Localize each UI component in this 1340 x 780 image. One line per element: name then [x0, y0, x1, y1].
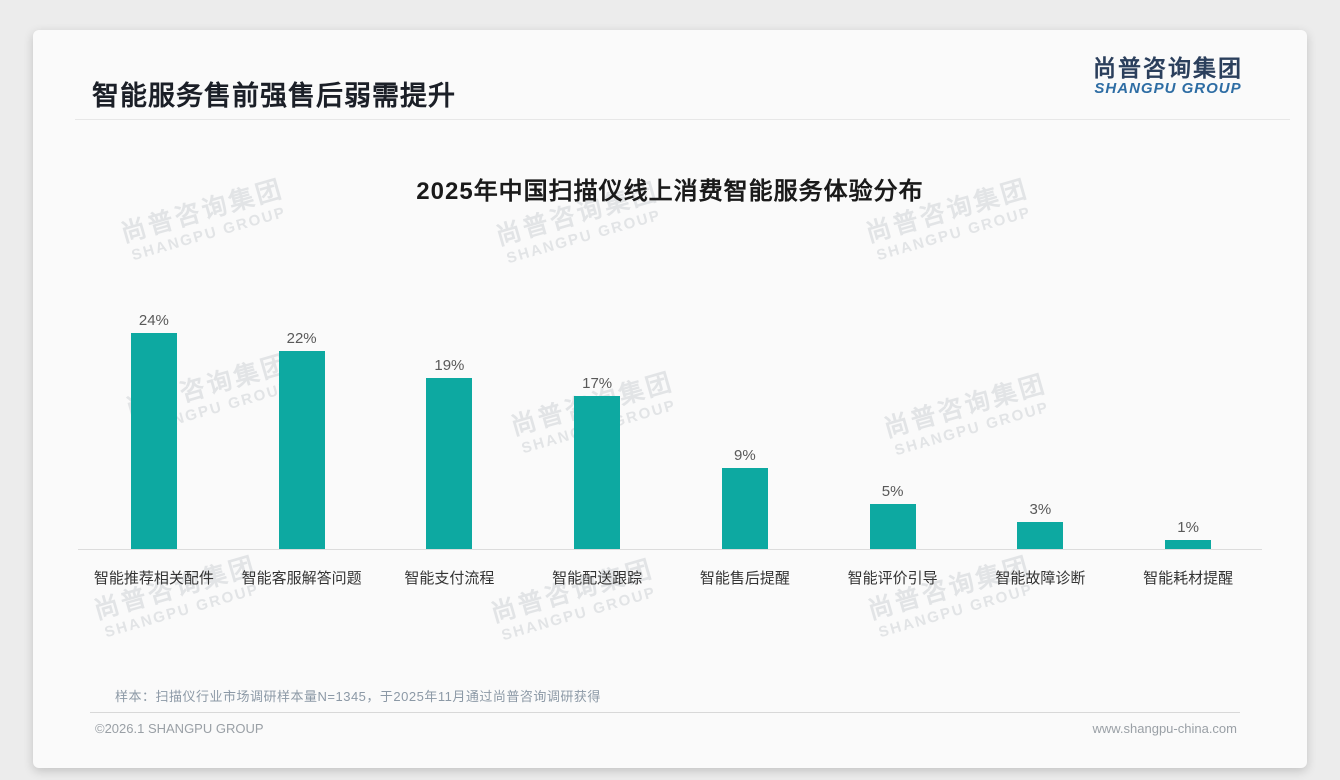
category-label: 智能故障诊断 [995, 570, 1086, 587]
slide-card: 智能服务售前强售后弱需提升 尚普咨询集团 SHANGPU GROUP 尚普咨询集… [33, 30, 1307, 768]
logo-chinese-text: 尚普咨询集团 [1093, 55, 1243, 81]
bar-value-label: 19% [434, 357, 465, 374]
bar-column: 5% [819, 483, 967, 549]
category-label: 智能推荐相关配件 [93, 570, 214, 587]
title-divider [75, 119, 1290, 120]
bar [426, 378, 473, 549]
bar [721, 468, 768, 549]
bar [1165, 540, 1212, 549]
shangpu-logo: 尚普咨询集团 SHANGPU GROUP [1093, 55, 1243, 98]
footer-url: www.shangpu-china.com [1092, 721, 1237, 736]
bar-value-label: 22% [286, 330, 317, 347]
bar-column: 22% [228, 330, 376, 549]
bar-column: 19% [376, 357, 524, 549]
category-labels-row: 智能推荐相关配件 智能客服解答问题 智能支付流程 智能配送跟踪 智能售后提醒 智能评价引导… [80, 567, 1262, 588]
page-title: 智能服务售前强售后弱需提升 [92, 81, 456, 111]
bar-value-label: 1% [1177, 519, 1199, 536]
bar-chart: 24% 22% 19% 17% 9% 5% 3% 1% [80, 289, 1262, 549]
bar-value-label: 9% [734, 447, 756, 464]
logo-english-text: SHANGPU GROUP [1094, 80, 1242, 98]
bar-column: 3% [967, 501, 1115, 549]
footer-divider [90, 712, 1240, 713]
bar-value-label: 5% [881, 483, 904, 500]
bar-column: 17% [523, 375, 671, 549]
bar-column: 1% [1114, 519, 1262, 549]
bar-value-label: 24% [138, 312, 169, 329]
category-label: 智能评价引导 [847, 570, 938, 587]
bar-value-label: 3% [1029, 501, 1052, 518]
category-label: 智能配送跟踪 [552, 570, 643, 587]
bar [869, 504, 916, 549]
bar [278, 351, 325, 549]
category-label: 智能客服解答问题 [241, 570, 362, 587]
bar-value-label: 17% [582, 375, 613, 392]
bar [130, 333, 177, 549]
x-axis-line [78, 549, 1262, 550]
bar-column: 9% [671, 447, 819, 549]
category-label: 智能售后提醒 [699, 570, 790, 587]
bar-column: 24% [80, 312, 228, 549]
sample-note: 样本：扫描仪行业市场调研样本量N=1345，于2025年11月通过尚普咨询调研获… [115, 689, 601, 704]
bar [1017, 522, 1064, 549]
footer-copyright: ©2026.1 SHANGPU GROUP [95, 721, 264, 736]
bar [574, 396, 621, 549]
category-label: 智能耗材提醒 [1143, 570, 1234, 587]
chart-title: 2025年中国扫描仪线上消费智能服务体验分布 [416, 178, 924, 205]
category-label: 智能支付流程 [404, 570, 495, 587]
